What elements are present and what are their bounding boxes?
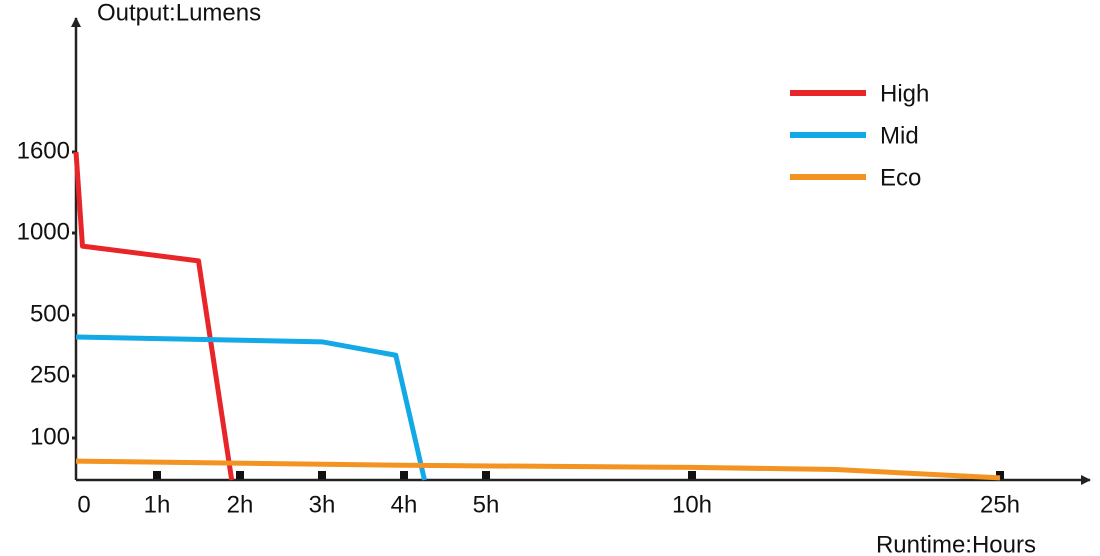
- x-tick-label: 2h: [227, 491, 254, 518]
- y-tick-label: 250: [30, 361, 70, 388]
- legend-label: Eco: [880, 164, 921, 191]
- x-tick: [688, 471, 696, 479]
- y-tick-label: 500: [30, 300, 70, 327]
- y-tick-label: 100: [30, 423, 70, 450]
- y-axis-title: Output:Lumens: [97, 0, 261, 26]
- x-axis-title: Runtime:Hours: [876, 531, 1036, 556]
- x-tick: [318, 471, 326, 479]
- x-tick: [153, 471, 161, 479]
- x-tick: [482, 471, 490, 479]
- x-tick-label: 25h: [980, 491, 1020, 518]
- x-tick-label: 10h: [672, 491, 712, 518]
- x-tick-label: 0: [77, 491, 90, 518]
- x-tick-label: 1h: [144, 491, 171, 518]
- x-tick: [996, 471, 1004, 479]
- x-tick-label: 4h: [391, 491, 418, 518]
- x-tick: [400, 471, 408, 479]
- legend-label: Mid: [880, 122, 919, 149]
- line-series: [75, 334, 427, 481]
- legend-label: High: [880, 80, 929, 107]
- x-tick-label: 5h: [473, 491, 500, 518]
- y-tick-label: 1600: [17, 137, 70, 164]
- x-tick-label: 3h: [309, 491, 336, 518]
- line-series: [73, 151, 235, 481]
- line-series: [75, 458, 1001, 481]
- y-tick-label: 1000: [17, 218, 70, 245]
- x-tick: [236, 471, 244, 479]
